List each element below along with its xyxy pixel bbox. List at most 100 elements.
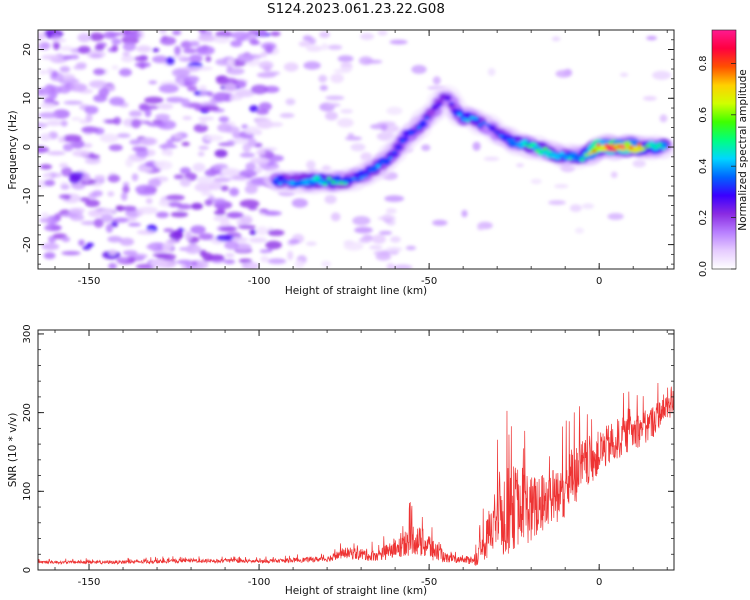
heatmap-cell xyxy=(40,133,51,142)
heatmap-cell xyxy=(58,194,72,199)
x-tick-label: -50 xyxy=(421,276,437,287)
heatmap-cell xyxy=(319,31,330,38)
heatmap-cell xyxy=(89,32,105,41)
heatmap-cell xyxy=(122,181,130,187)
heatmap-cell xyxy=(637,142,642,147)
heatmap-cell xyxy=(318,74,328,83)
heatmap-cell xyxy=(227,58,235,67)
heatmap-cell xyxy=(121,55,135,63)
heatmap-cell xyxy=(174,69,190,75)
heatmap-cell xyxy=(258,102,272,111)
heatmap-cell xyxy=(632,159,646,168)
heatmap-cell xyxy=(437,103,442,107)
heatmap-cell xyxy=(516,163,524,168)
heatmap-cell xyxy=(514,143,520,147)
heatmap-cell xyxy=(181,141,190,147)
heatmap-cell xyxy=(182,116,192,120)
heatmap-cell xyxy=(199,90,208,97)
heatmap-cell xyxy=(112,217,129,223)
heatmap-cell xyxy=(302,179,307,184)
x-tick-label: -100 xyxy=(248,577,271,588)
heatmap-cell xyxy=(258,30,267,37)
heatmap-cell xyxy=(465,118,471,123)
heatmap-cell xyxy=(408,131,414,136)
heatmap-cell xyxy=(224,240,240,250)
snr-frame xyxy=(37,329,675,571)
heatmap-cell xyxy=(132,146,148,152)
heatmap-cell xyxy=(379,160,385,165)
heatmap-cell xyxy=(82,245,91,250)
heatmap-cell xyxy=(302,35,313,41)
heatmap-cell xyxy=(60,184,70,190)
heatmap-cell xyxy=(327,44,343,50)
heatmap-cell xyxy=(359,237,372,243)
heatmap-cell xyxy=(259,208,269,213)
heatmap-cell xyxy=(165,56,175,66)
heatmap-cell xyxy=(247,137,257,148)
colorbar-tick-label: 0.0 xyxy=(698,261,709,277)
y-tick-label: 20 xyxy=(22,43,33,56)
heatmap-cell xyxy=(248,262,258,269)
heatmap-cell xyxy=(526,144,532,148)
heatmap-cell xyxy=(190,225,206,235)
heatmap-cell xyxy=(628,145,634,150)
heatmap-cell xyxy=(131,118,142,129)
heatmap-cell xyxy=(152,253,171,258)
heatmap-cell xyxy=(155,211,169,218)
heatmap-cell xyxy=(157,103,174,110)
heatmap-cell xyxy=(72,149,90,157)
heatmap-cell xyxy=(165,194,185,201)
heatmap-cell xyxy=(79,197,91,202)
heatmap-cell xyxy=(333,68,351,74)
heatmap-cell xyxy=(129,139,142,145)
heatmap-cell xyxy=(426,108,436,116)
heatmap-cell xyxy=(260,255,269,263)
colorbar: 0.0 0.2 0.4 0.6 0.8 Normalized spectral ampl… xyxy=(698,29,749,277)
heatmap-cell xyxy=(232,131,242,139)
heatmap-cell xyxy=(340,109,353,114)
heatmap-cell xyxy=(281,179,287,184)
heatmap-cell xyxy=(152,55,169,64)
heatmap-cell xyxy=(250,157,270,165)
heatmap-cell xyxy=(270,31,281,37)
heatmap-cell xyxy=(371,234,386,244)
heatmap-cell xyxy=(236,37,246,42)
heatmap-cell xyxy=(41,173,54,178)
heatmap-cell xyxy=(432,105,438,110)
heatmap-cell xyxy=(213,36,231,44)
heatmap-cell xyxy=(101,213,114,223)
heatmap-cell xyxy=(44,179,56,187)
snr-plot-area xyxy=(38,330,674,570)
heatmap-cell xyxy=(255,117,271,126)
heatmap-cell xyxy=(214,149,228,158)
heatmap-cell xyxy=(107,235,123,243)
heatmap-cell xyxy=(128,110,143,117)
heatmap-cell xyxy=(249,229,257,236)
heatmap-cell xyxy=(152,119,163,124)
heatmap-cell xyxy=(575,227,584,234)
heatmap-cell xyxy=(277,181,283,186)
heatmap-cell xyxy=(386,263,395,269)
heatmap-cell xyxy=(192,162,206,172)
heatmap-cell xyxy=(343,241,364,251)
heatmap-cell xyxy=(233,139,248,144)
heatmap-cell xyxy=(94,174,106,181)
heatmap-cell xyxy=(166,149,173,157)
heatmap-cell xyxy=(249,105,259,113)
heatmap-cell xyxy=(103,31,117,39)
heatmap-cell xyxy=(59,66,71,73)
heatmap-cell xyxy=(453,112,459,117)
heatmap-cell xyxy=(121,205,137,212)
heatmap-cell xyxy=(592,149,597,154)
heatmap-cell xyxy=(325,95,345,101)
y-tick-label: 10 xyxy=(22,92,33,105)
heatmap-cell xyxy=(157,260,177,269)
heatmap-cell xyxy=(389,39,408,45)
heatmap-cell xyxy=(218,116,230,123)
heatmap-cell xyxy=(115,205,125,212)
heatmap-cell xyxy=(352,216,371,226)
heatmap-cell xyxy=(91,190,103,197)
heatmap-cell xyxy=(220,185,229,192)
heatmap-cell xyxy=(116,133,131,138)
